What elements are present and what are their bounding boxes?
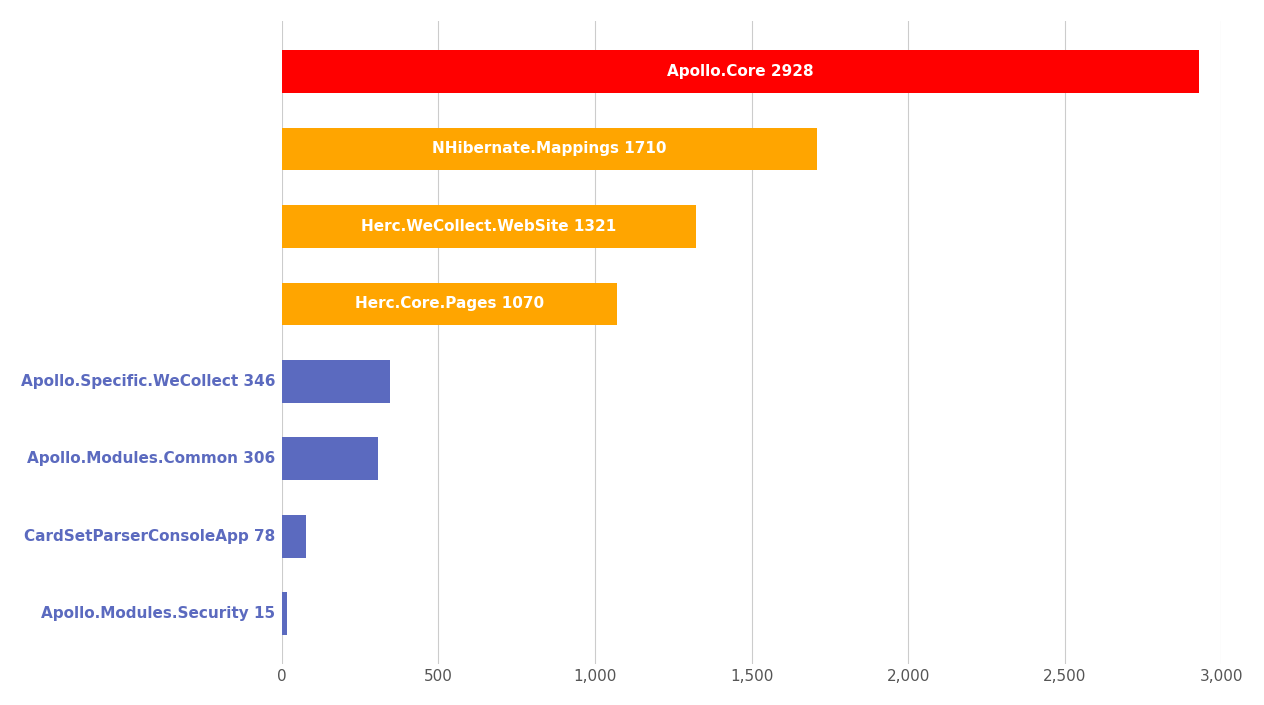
- Bar: [282, 515, 306, 558]
- Text: Apollo.Core 2928: Apollo.Core 2928: [667, 64, 814, 79]
- Bar: [282, 50, 1198, 92]
- Text: NHibernate.Mappings 1710: NHibernate.Mappings 1710: [432, 142, 667, 157]
- Text: Herc.WeCollect.WebSite 1321: Herc.WeCollect.WebSite 1321: [362, 219, 617, 234]
- Text: CardSetParserConsoleApp 78: CardSetParserConsoleApp 78: [24, 529, 276, 544]
- Text: Herc.Core.Pages 1070: Herc.Core.Pages 1070: [355, 296, 544, 312]
- Text: Apollo.Specific.WeCollect 346: Apollo.Specific.WeCollect 346: [21, 374, 276, 389]
- Bar: [282, 283, 617, 325]
- Bar: [282, 205, 695, 247]
- Bar: [282, 592, 287, 635]
- Bar: [282, 360, 391, 403]
- Text: Apollo.Modules.Security 15: Apollo.Modules.Security 15: [42, 606, 276, 621]
- Bar: [282, 128, 818, 170]
- Bar: [282, 438, 378, 480]
- Text: Apollo.Modules.Common 306: Apollo.Modules.Common 306: [28, 451, 276, 466]
